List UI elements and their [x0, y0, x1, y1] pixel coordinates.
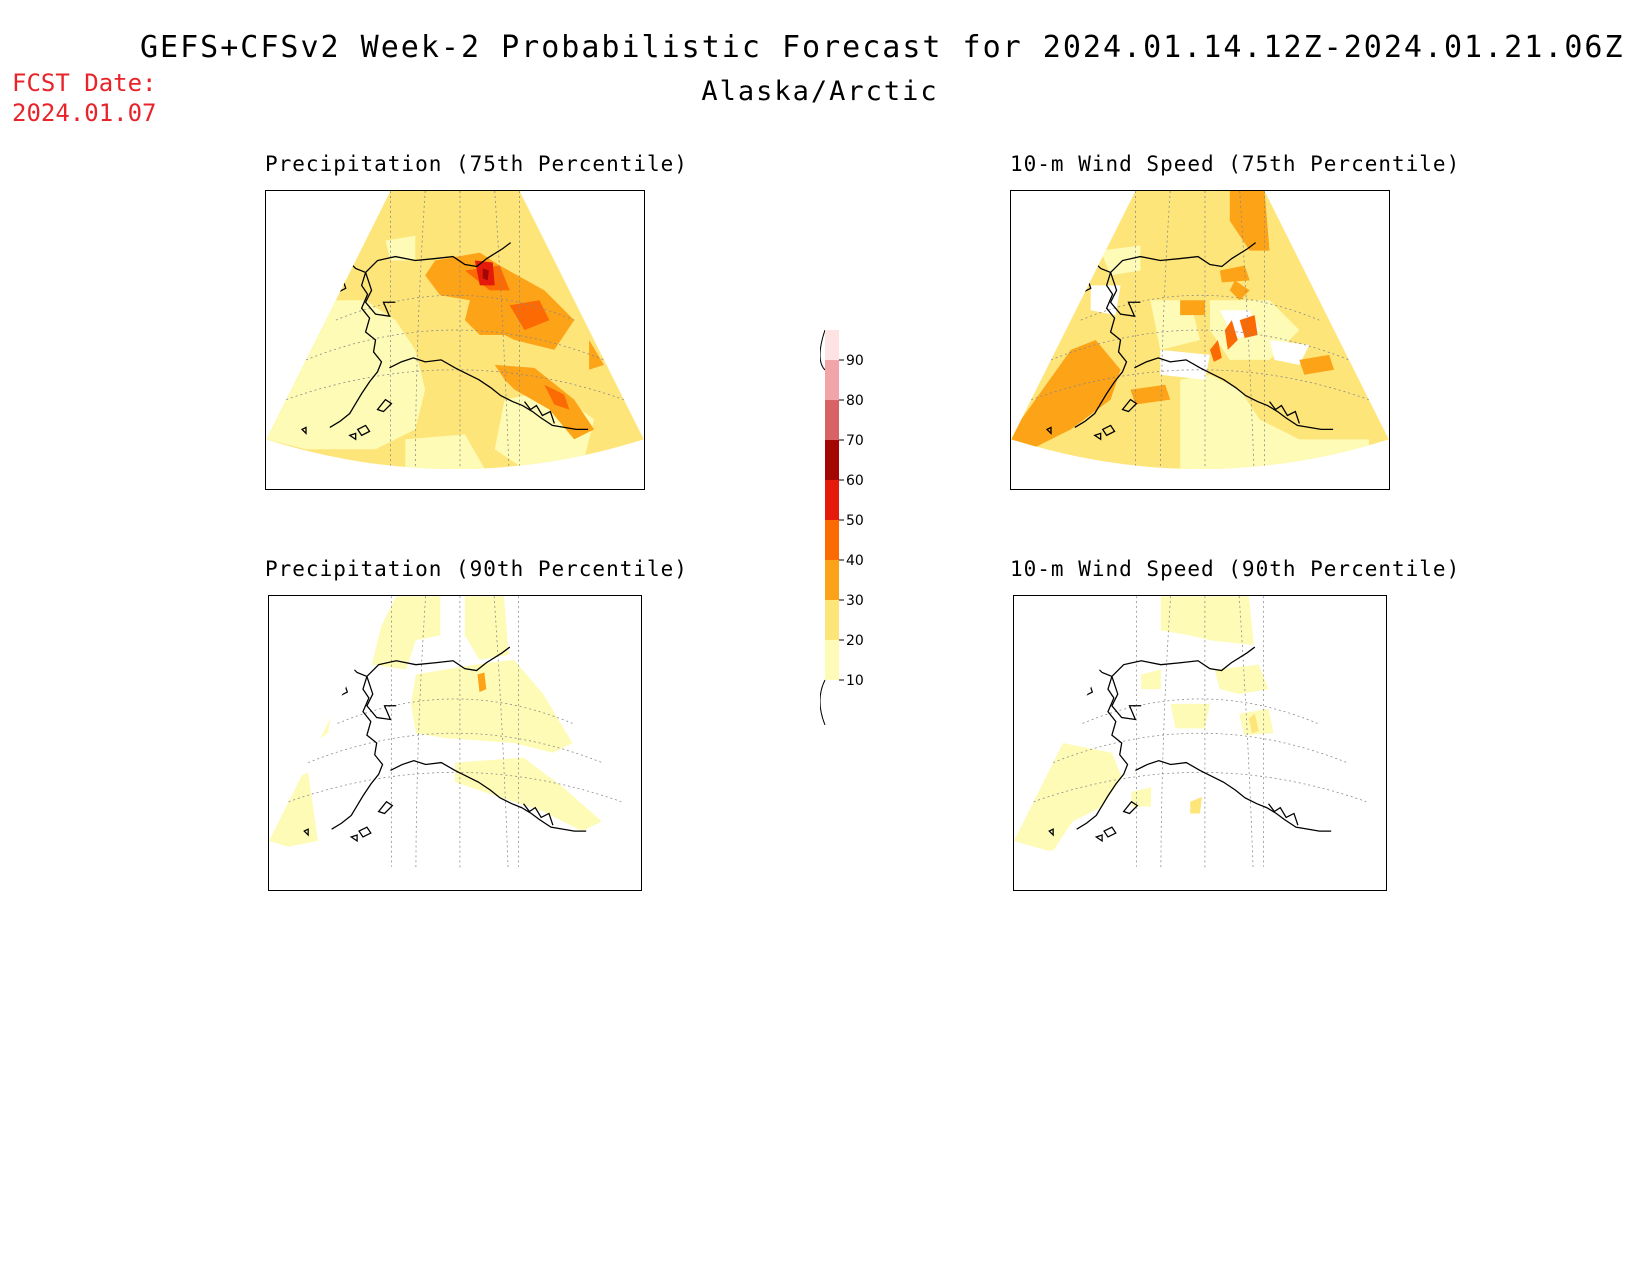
map-precip-90: [268, 595, 642, 891]
map-wind-90: [1013, 595, 1387, 891]
forecast-date-value: 2024.01.07: [12, 99, 157, 127]
colorbar-label: 80: [846, 393, 864, 409]
figure-title: GEFS+CFSv2 Week-2 Probabilistic Forecast…: [140, 30, 1625, 65]
colorbar-label: 70: [846, 433, 864, 449]
colorbar-swatch: [825, 560, 839, 600]
panel-title-precip-90: Precipitation (90th Percentile): [265, 557, 688, 581]
panel-title-precip-75: Precipitation (75th Percentile): [265, 152, 688, 176]
colorbar-swatch: [825, 330, 839, 360]
colorbar-swatch: [825, 400, 839, 440]
forecast-date: FCST Date: 2024.01.07: [12, 68, 157, 128]
colorbar-swatch: [825, 520, 839, 560]
colorbar-label: 90: [846, 353, 864, 369]
colorbar-label: 10: [846, 673, 864, 689]
colorbar-label: 30: [846, 593, 864, 609]
colorbar-swatch: [825, 480, 839, 520]
colorbar-label: 20: [846, 633, 864, 649]
forecast-date-label: FCST Date:: [12, 69, 157, 97]
colorbar: 10 20 30 40 50 60 70 80 90: [820, 330, 864, 726]
map-precip-75: [265, 190, 645, 490]
colorbar-label: 40: [846, 553, 864, 569]
region-subtitle: Alaska/Arctic: [701, 76, 939, 107]
colorbar-label: 50: [846, 513, 864, 529]
panel-title-wind-75: 10-m Wind Speed (75th Percentile): [1010, 152, 1461, 176]
map-wind-75: [1010, 190, 1390, 490]
colorbar-swatch: [825, 640, 839, 680]
colorbar-label: 60: [846, 473, 864, 489]
colorbar-swatch: [825, 360, 839, 400]
panel-title-wind-90: 10-m Wind Speed (90th Percentile): [1010, 557, 1461, 581]
colorbar-swatch: [825, 600, 839, 640]
colorbar-swatch: [825, 440, 839, 480]
